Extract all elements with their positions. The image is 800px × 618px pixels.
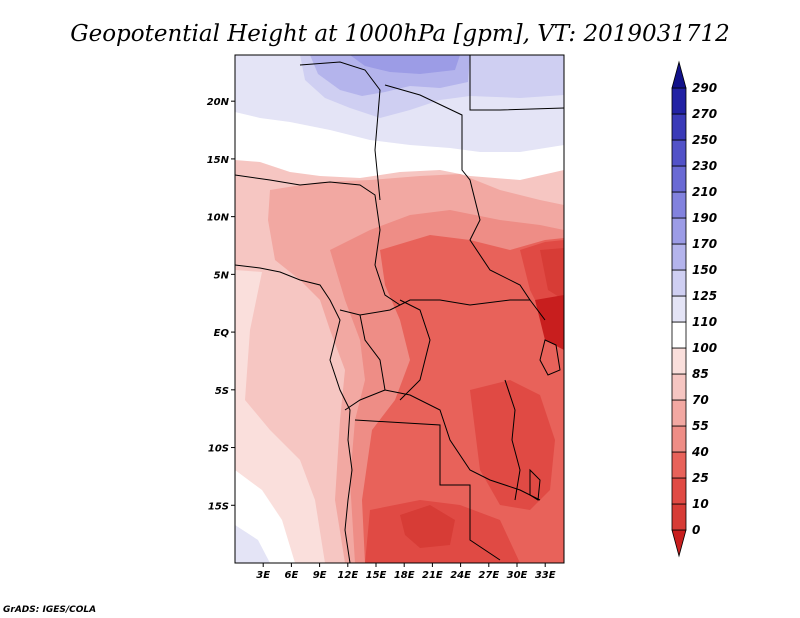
x-axis: 3E 6E 9E 12E 15E 18E 21E 24E 27E 30E 33E — [256, 563, 556, 581]
colorbar-cell — [671, 451, 687, 479]
colorbar-label: 0 — [692, 523, 700, 537]
y-axis: 20N 15N 10N 5N EQ 5S 10S 15S — [207, 97, 235, 512]
border-angola — [354, 419, 501, 561]
lake-malawi — [529, 468, 541, 501]
chart-title: Geopotential Height at 1000hPa [gpm], VT… — [70, 21, 730, 47]
colorbar-label: 10 — [692, 497, 709, 511]
colorbar-cell — [671, 243, 687, 271]
x-tick-label: 27E — [478, 570, 499, 581]
x-tick-label: 33E — [535, 570, 556, 581]
x-tick-label: 9E — [313, 570, 327, 581]
field-band-125-150-sw — [235, 525, 270, 563]
map-frame — [234, 54, 565, 564]
colorbar-label: 170 — [692, 237, 717, 251]
y-tick-label: 10S — [208, 444, 229, 455]
coastlines-borders — [235, 55, 564, 563]
colorbar-label: 250 — [692, 133, 717, 147]
field-band-0-10 — [535, 295, 564, 350]
border-central-2 — [344, 314, 386, 411]
colorbar-cell — [671, 477, 687, 505]
x-tick-label: 15E — [366, 570, 387, 581]
colorbar-cell — [671, 217, 687, 245]
colorbar-cell — [671, 347, 687, 375]
field-band-10-25-b — [540, 248, 564, 300]
colorbar-label: 190 — [692, 211, 717, 225]
colorbar-cell — [671, 295, 687, 323]
field-band-10-25-a — [400, 505, 455, 548]
x-tick-label: 12E — [337, 570, 358, 581]
grads-credit: GrADS: IGES/COLA — [3, 605, 96, 615]
colorbar-cell — [671, 503, 687, 531]
x-tick-label: 21E — [422, 570, 443, 581]
y-tick-label: 5S — [215, 386, 229, 397]
west-coastline — [235, 264, 353, 563]
colorbar-cell-above-max — [671, 60, 687, 89]
colorbar-label: 40 — [691, 445, 709, 459]
colorbar-label: 55 — [692, 419, 709, 433]
field-band-190-210 — [350, 55, 460, 74]
lake-victoria — [539, 339, 561, 376]
colorbar-cell — [671, 113, 687, 141]
colorbar-label: 100 — [692, 341, 717, 355]
border-egypt-sudan — [469, 55, 564, 111]
colorbar-label: 150 — [692, 263, 717, 277]
colorbar-label: 110 — [692, 315, 717, 329]
colorbar-cell — [671, 139, 687, 167]
y-tick-label: 15S — [208, 501, 229, 512]
colorbar-label: 25 — [692, 471, 709, 485]
y-tick-label: EQ — [214, 328, 230, 339]
border-central-1 — [339, 299, 546, 321]
border-west-africa — [235, 174, 401, 306]
colorbar-label: 125 — [692, 289, 717, 303]
y-tick-label: 20N — [207, 97, 230, 108]
colorbar-label: 270 — [692, 107, 717, 121]
border-north-2 — [384, 84, 531, 301]
border-north-1 — [299, 61, 381, 201]
x-tick-label: 18E — [394, 570, 415, 581]
x-tick-label: 24E — [450, 570, 471, 581]
colorbar: 0 10 25 40 55 70 85 100 110 125 150 170 190 210 230 250… — [671, 60, 717, 558]
colorbar-cell — [671, 191, 687, 219]
colorbar-cell — [671, 269, 687, 297]
colorbar-label: 210 — [692, 185, 717, 199]
field-band-25-40-south — [470, 380, 555, 510]
x-tick-label: 6E — [285, 570, 299, 581]
colorbar-cell — [671, 399, 687, 427]
lake-tanganyika — [504, 379, 521, 501]
border-drc-congo — [399, 299, 431, 401]
y-tick-label: 5N — [214, 270, 230, 281]
colorbar-cell — [671, 373, 687, 401]
colorbar-cell-below-min — [671, 529, 687, 558]
colorbar-cell — [671, 165, 687, 193]
colorbar-label: 290 — [692, 81, 717, 95]
colorbar-cell — [671, 425, 687, 453]
y-tick-label: 10N — [207, 213, 230, 224]
colorbar-label: 70 — [692, 393, 709, 407]
x-tick-label: 3E — [256, 570, 270, 581]
border-central-3 — [384, 389, 541, 501]
x-tick-label: 30E — [507, 570, 528, 581]
height-field — [235, 55, 564, 563]
colorbar-cell — [671, 321, 687, 349]
y-tick-label: 15N — [207, 155, 230, 166]
colorbar-cell — [671, 87, 687, 115]
colorbar-label: 85 — [692, 367, 709, 381]
colorbar-label: 230 — [692, 159, 717, 173]
